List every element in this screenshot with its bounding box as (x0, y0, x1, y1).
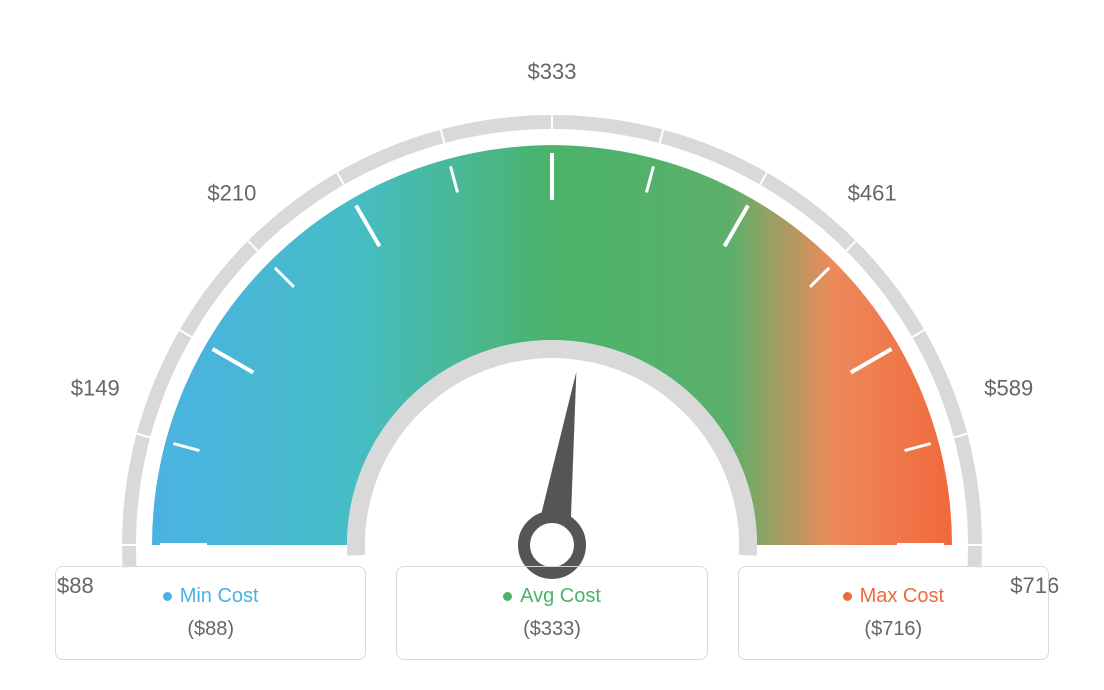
legend-title-min: Min Cost (56, 585, 365, 608)
chart-container: $88$149$210$333$461$589$716 Min Cost ($8… (0, 0, 1104, 690)
legend-box-avg: Avg Cost ($333) (396, 566, 707, 660)
legend-title-max: Max Cost (739, 585, 1048, 608)
legend-dot-max (843, 592, 852, 601)
legend-box-min: Min Cost ($88) (55, 566, 366, 660)
legend-label-avg: Avg Cost (520, 585, 601, 608)
legend-value-min: ($88) (56, 618, 365, 641)
legend-dot-avg (503, 592, 512, 601)
legend-title-avg: Avg Cost (397, 585, 706, 608)
legend-value-max: ($716) (739, 618, 1048, 641)
legend-dot-min (163, 592, 172, 601)
svg-text:$589: $589 (984, 376, 1033, 401)
svg-text:$333: $333 (528, 59, 577, 84)
svg-text:$461: $461 (848, 181, 897, 206)
svg-text:$149: $149 (71, 376, 120, 401)
gauge-svg: $88$149$210$333$461$589$716 (0, 40, 1104, 610)
legend-box-max: Max Cost ($716) (738, 566, 1049, 660)
legend-label-min: Min Cost (180, 585, 259, 608)
legend-value-avg: ($333) (397, 618, 706, 641)
gauge-area: $88$149$210$333$461$589$716 (0, 0, 1104, 570)
legend-row: Min Cost ($88) Avg Cost ($333) Max Cost … (0, 566, 1104, 660)
legend-label-max: Max Cost (860, 585, 944, 608)
svg-text:$210: $210 (207, 181, 256, 206)
